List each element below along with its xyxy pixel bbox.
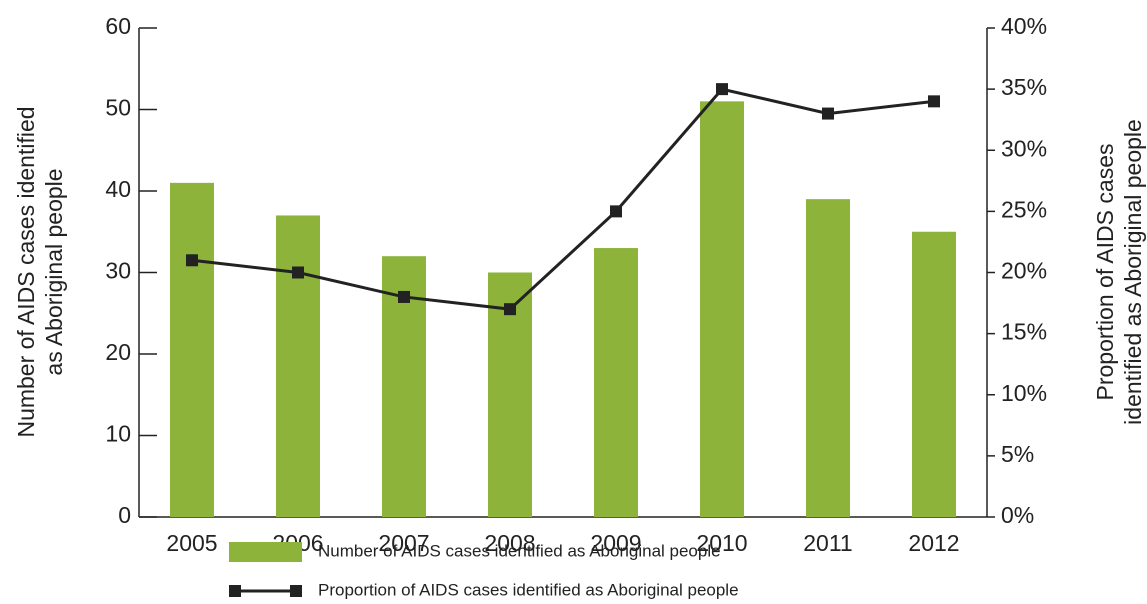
y-axis-title-line: Number of AIDS cases identified [13,106,39,437]
line-marker [610,205,622,218]
y2-tick-label: 5% [1001,441,1034,467]
y2-axis-title: Proportion of AIDS casesidentified as Ab… [1092,119,1146,425]
y2-tick-label: 35% [1001,74,1047,100]
y-tick-label: 20 [105,339,131,365]
bar [276,215,320,517]
x-tick-label: 2007 [378,530,429,556]
y2-tick-label: 25% [1001,196,1047,222]
bar [806,199,850,517]
y2-tick-label: 20% [1001,258,1047,284]
line-marker [822,107,834,120]
y-axis-title: Number of AIDS cases identifiedas Aborig… [13,106,67,437]
line-marker [928,95,940,108]
y-tick-label: 0 [118,502,131,528]
y-tick-label: 30 [105,258,131,284]
bar [594,248,638,518]
y2-tick-label: 10% [1001,380,1047,406]
bar [700,101,744,517]
y2-axis-title-line: identified as Aboriginal people [1120,119,1146,425]
x-tick-label: 2008 [484,530,535,556]
line [191,87,935,311]
y-axis-title-line: as Aboriginal people [41,168,67,375]
y2-axis-title-line: Proportion of AIDS cases [1092,144,1118,401]
x-tick-label: 2009 [590,530,641,556]
x-tick-label: 2011 [803,530,852,556]
line-marker [186,254,198,267]
y2-tick-label: 15% [1001,319,1047,345]
line-marker [504,303,516,316]
y-tick-label: 50 [105,95,131,121]
x-tick-label: 2012 [908,530,959,556]
legend-swatch-marker [290,585,302,597]
bar [912,231,956,517]
bar [170,182,214,517]
y2-tick-label: 40% [1001,13,1047,39]
y2-tick-label: 0% [1001,502,1034,528]
x-tick-label: 2010 [696,530,747,556]
legend-label: Proportion of AIDS cases identified as A… [318,580,739,599]
legend-label: Number of AIDS cases identified as Abori… [318,541,721,560]
y-tick-label: 40 [105,176,131,202]
line-marker [292,266,304,279]
line-marker [716,83,728,96]
y-tick-label: 10 [105,421,131,447]
legend-swatch [229,542,302,562]
line-marker [398,290,410,303]
y2-tick-label: 30% [1001,135,1047,161]
y-tick-label: 60 [105,13,131,39]
x-tick-label: 2005 [166,530,217,556]
legend-swatch-marker [229,585,241,597]
